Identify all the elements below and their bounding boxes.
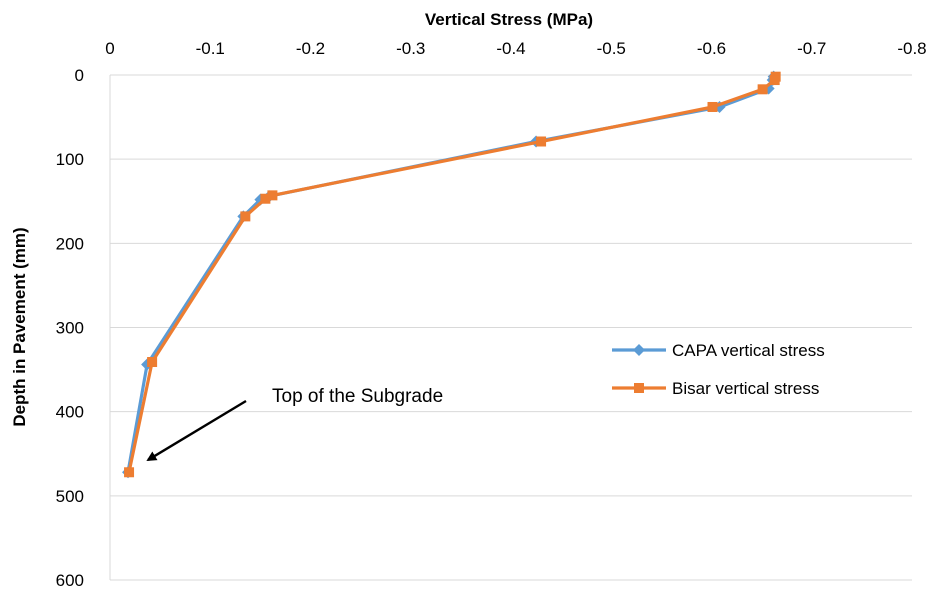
data-point bbox=[267, 190, 278, 201]
data-point bbox=[240, 211, 251, 222]
x-tick-label: -0.6 bbox=[697, 39, 726, 58]
legend-item: Bisar vertical stress bbox=[612, 379, 819, 398]
y-tick-label: 100 bbox=[56, 150, 84, 169]
series-layer bbox=[122, 70, 781, 479]
legend-item: CAPA vertical stress bbox=[612, 341, 825, 360]
x-axis-title: Vertical Stress (MPa) bbox=[425, 10, 593, 29]
x-tick-label: 0 bbox=[105, 39, 114, 58]
axes: 0 100 200 300 400 500 600 0 -0.1 -0.2 -0.3 -0.4 -0.5… bbox=[56, 39, 927, 590]
x-tick-label: -0.5 bbox=[597, 39, 626, 58]
y-tick-label: 0 bbox=[75, 66, 84, 85]
data-point bbox=[707, 101, 718, 112]
annotations: Top of the Subgrade bbox=[146, 386, 443, 461]
legend-marker bbox=[634, 383, 644, 393]
legend-label: CAPA vertical stress bbox=[672, 341, 825, 360]
x-tick-label: -0.7 bbox=[797, 39, 826, 58]
x-tick-label: -0.2 bbox=[296, 39, 325, 58]
legend-marker bbox=[633, 344, 645, 356]
series-line bbox=[127, 76, 778, 473]
x-tick-label: -0.8 bbox=[897, 39, 926, 58]
data-point bbox=[147, 357, 158, 368]
annotation-text: Top of the Subgrade bbox=[272, 386, 443, 407]
data-point bbox=[124, 467, 135, 478]
data-point bbox=[757, 84, 768, 95]
annotation-arrow bbox=[146, 399, 247, 461]
y-tick-label: 600 bbox=[56, 571, 84, 590]
x-tick-label: -0.1 bbox=[196, 39, 225, 58]
y-axis-title: Depth in Pavement (mm) bbox=[10, 227, 29, 426]
legend: CAPA vertical stress Bisar vertical stres… bbox=[612, 341, 825, 398]
y-tick-label: 400 bbox=[56, 403, 84, 422]
annotation: Top of the Subgrade bbox=[146, 386, 443, 461]
series-2 bbox=[124, 71, 781, 478]
gridlines bbox=[110, 74, 912, 581]
y-tick-label: 500 bbox=[56, 487, 84, 506]
data-point bbox=[769, 75, 780, 86]
x-tick-label: -0.3 bbox=[396, 39, 425, 58]
legend-label: Bisar vertical stress bbox=[672, 379, 819, 398]
y-tick-label: 200 bbox=[56, 234, 84, 253]
x-tick-label: -0.4 bbox=[496, 39, 525, 58]
data-point bbox=[536, 136, 547, 147]
data-point bbox=[260, 193, 271, 204]
y-tick-label: 300 bbox=[56, 319, 84, 338]
